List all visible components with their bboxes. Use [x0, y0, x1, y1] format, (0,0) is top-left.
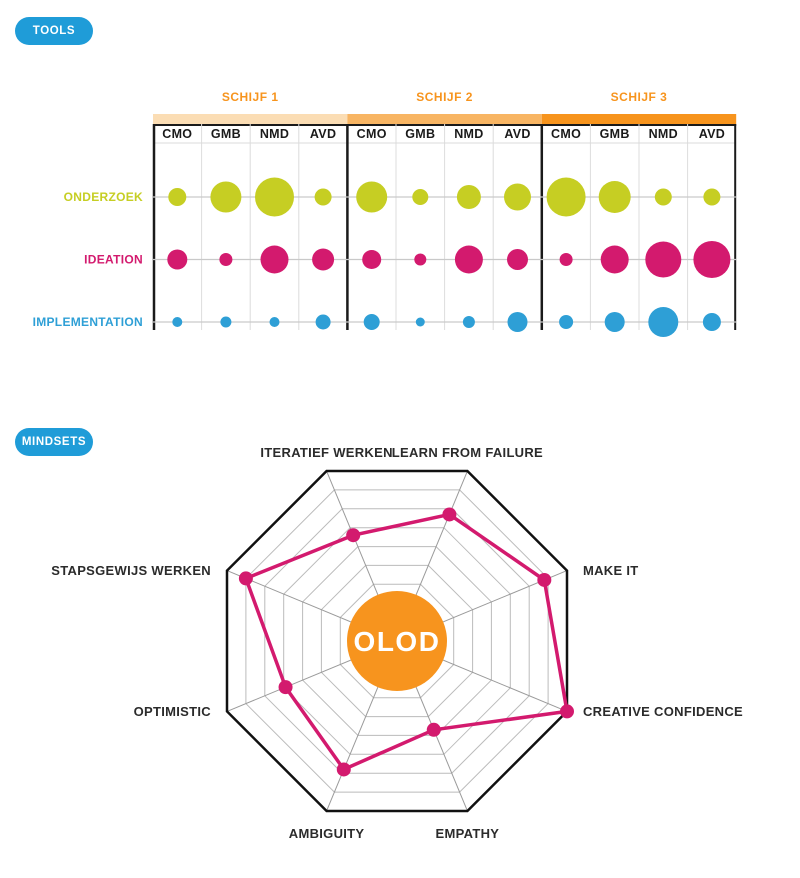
radar-outer-border [225, 469, 569, 813]
bubble [507, 312, 528, 332]
bubble [210, 181, 242, 213]
bubble [504, 183, 531, 211]
radar-axis-label: STAPSGEWIJS WERKEN [51, 563, 211, 578]
bubble [600, 245, 629, 274]
bubble [648, 307, 679, 337]
radar-axis-label: CREATIVE CONFIDENCE [583, 704, 743, 719]
schijf-band [153, 114, 348, 124]
bubble [559, 315, 574, 329]
bubble [703, 188, 721, 206]
column-header: CMO [162, 127, 192, 141]
column-header: GMB [211, 127, 241, 141]
bubble [362, 250, 382, 269]
schijf-band [347, 114, 542, 124]
radar-data-point [537, 572, 552, 587]
tools-section-badge: TOOLS [15, 17, 93, 45]
bubble [168, 188, 187, 206]
row-label: ONDERZOEK [64, 190, 143, 204]
bubble [172, 317, 183, 327]
bubble [454, 245, 483, 274]
column-header: NMD [454, 127, 483, 141]
column-header: AVD [504, 127, 530, 141]
radar-data-point [278, 680, 293, 695]
bubble [412, 189, 429, 205]
radar-axis-label: AMBIGUITY [289, 826, 365, 841]
mindsets-section-badge: MINDSETS [15, 428, 93, 456]
column-header: NMD [260, 127, 289, 141]
radar-axis-label: OPTIMISTIC [134, 704, 212, 719]
bubble [415, 317, 425, 327]
bubble [604, 312, 625, 332]
bubble [546, 177, 586, 217]
bubble [414, 253, 427, 266]
schijf-band [541, 114, 737, 124]
column-header: GMB [405, 127, 435, 141]
column-header: NMD [649, 127, 678, 141]
schijf-group-label: SCHIJF 2 [416, 90, 473, 104]
radar-data-point [442, 507, 457, 522]
radar-axis-label: MAKE IT [583, 563, 639, 578]
radar-data-point [238, 571, 253, 586]
bubble [507, 249, 528, 270]
column-header: CMO [551, 127, 581, 141]
bubble [559, 253, 573, 266]
row-label: IMPLEMENTATION [33, 315, 143, 329]
bubble [462, 316, 475, 328]
bubble [314, 188, 332, 206]
radar-data-point [426, 722, 441, 737]
bubble [654, 188, 672, 206]
radar-axis-label: EMPATHY [436, 826, 500, 841]
bubble [702, 313, 721, 331]
column-header: GMB [600, 127, 630, 141]
bubble [255, 177, 294, 217]
radar-data-point [336, 762, 351, 777]
olod-circle [347, 591, 447, 691]
olod-label: OLOD [354, 626, 441, 657]
column-header: AVD [699, 127, 725, 141]
bubble [167, 249, 188, 270]
bubble [312, 248, 335, 271]
column-header: CMO [357, 127, 387, 141]
bubble [356, 181, 388, 213]
bubble [693, 241, 731, 278]
bubble [220, 316, 232, 328]
bubble [363, 314, 380, 330]
bubble [269, 317, 280, 327]
bubble [260, 245, 289, 274]
radar-axis-label: LEARN FROM FAILURE [392, 445, 543, 460]
radar-axis-label: ITERATIEF WERKEN [260, 445, 392, 460]
radar-data-point [559, 704, 574, 719]
bubble [315, 314, 331, 330]
bubble [219, 253, 233, 266]
schijf-group-label: SCHIJF 1 [222, 90, 279, 104]
tools-bubble-matrix: SCHIJF 1 SCHIJF 2 SCHIJF 3 CMO GMB NMD AVD CMO G… [33, 90, 737, 337]
bubble [645, 241, 682, 278]
bubble [456, 185, 481, 209]
column-header: AVD [310, 127, 336, 141]
schijf-group-label: SCHIJF 3 [611, 90, 668, 104]
bubble [598, 181, 631, 213]
radar-data-point [346, 528, 361, 543]
row-label: IDEATION [84, 253, 143, 267]
